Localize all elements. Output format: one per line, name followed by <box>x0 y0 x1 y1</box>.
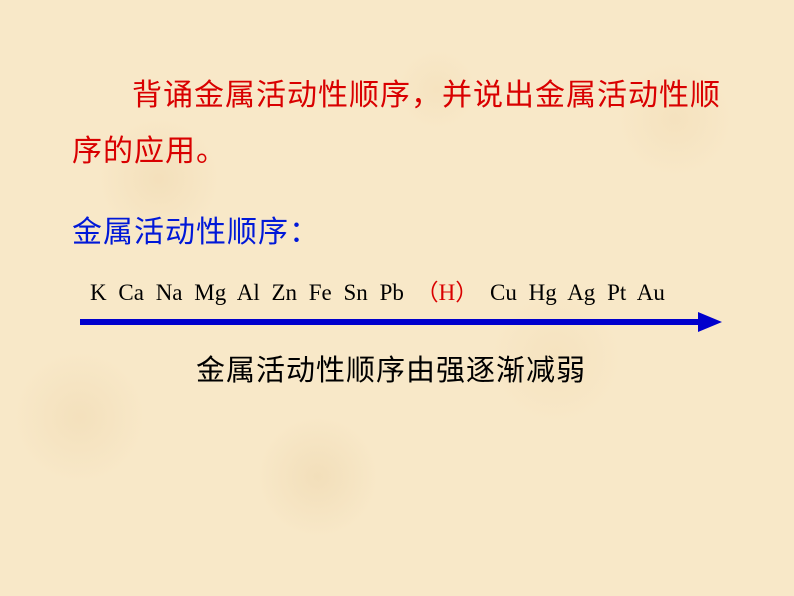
element-al: Al <box>237 280 260 305</box>
arrow-caption: 金属活动性顺序由强逐渐减弱 <box>64 347 730 389</box>
element-h: （H） <box>416 280 479 305</box>
slide-content: 背诵金属活动性顺序，并说出金属活动性顺序的应用。 金属活动性顺序： K Ca N… <box>0 0 794 389</box>
element-pb: Pb <box>380 280 404 305</box>
element-mg: Mg <box>194 280 226 305</box>
arrow-head-icon <box>698 312 722 332</box>
series-heading: 金属活动性顺序： <box>72 207 722 251</box>
activity-arrow <box>64 315 730 329</box>
element-sn: Sn <box>344 280 368 305</box>
element-au: Au <box>637 280 665 305</box>
element-k: K <box>90 280 107 305</box>
element-ag: Ag <box>567 280 595 305</box>
element-zn: Zn <box>271 280 297 305</box>
element-fe: Fe <box>309 280 332 305</box>
element-cu: Cu <box>490 280 517 305</box>
activity-series: K Ca Na Mg Al Zn Fe Sn Pb （H） Cu Hg Ag P… <box>64 273 730 313</box>
element-na: Na <box>156 280 183 305</box>
element-ca: Ca <box>118 280 144 305</box>
element-hg: Hg <box>529 280 557 305</box>
arrow-line <box>80 319 702 325</box>
instruction-paragraph: 背诵金属活动性顺序，并说出金属活动性顺序的应用。 <box>72 68 722 179</box>
activity-series-block: K Ca Na Mg Al Zn Fe Sn Pb （H） Cu Hg Ag P… <box>64 273 730 389</box>
element-pt: Pt <box>607 280 626 305</box>
